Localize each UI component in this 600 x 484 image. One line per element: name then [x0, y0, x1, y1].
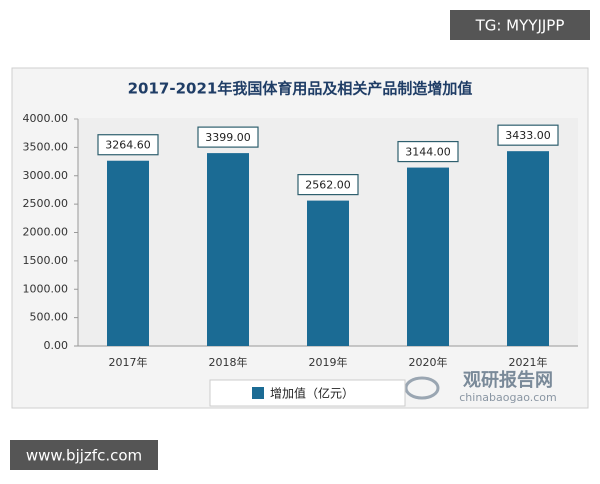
value-label: 3433.00	[505, 129, 551, 142]
watermark: 观研报告网	[463, 369, 553, 391]
y-tick-label: 4000.00	[23, 112, 69, 125]
watermark-logo	[404, 376, 440, 400]
y-tick-label: 2000.00	[23, 226, 69, 239]
y-tick-label: 500.00	[30, 311, 69, 324]
watermark: TG: MYYJJPP	[475, 17, 565, 35]
x-tick-label: 2019年	[309, 355, 348, 369]
watermark-box	[10, 440, 158, 470]
value-label-box	[97, 134, 159, 156]
legend-label: 增加值（亿元）	[270, 386, 354, 401]
y-tick-label: 3500.00	[23, 140, 69, 153]
y-tick-label: 3000.00	[23, 169, 69, 182]
y-tick-label: 1000.00	[23, 282, 69, 295]
y-tick-label: 1500.00	[23, 254, 69, 267]
value-label: 2562.00	[305, 179, 351, 192]
value-label: 3264.60	[105, 139, 151, 152]
x-tick-label: 2020年	[409, 355, 448, 369]
value-label: 3399.00	[205, 131, 251, 144]
chart-title: 2017-2021年我国体育用品及相关产品制造增加值	[128, 80, 473, 98]
bar	[507, 151, 549, 346]
x-tick-label: 2017年	[109, 355, 148, 369]
value-label-box	[197, 126, 259, 148]
watermark-box	[450, 10, 590, 40]
watermark: chinabaogao.com	[459, 391, 557, 404]
y-tick-label: 2500.00	[23, 197, 69, 210]
x-tick-label: 2021年	[509, 355, 548, 369]
y-tick-label: 0.00	[44, 339, 69, 352]
bar	[207, 153, 249, 346]
bar	[307, 200, 349, 346]
value-label-box	[297, 174, 359, 196]
value-label: 3144.00	[405, 146, 451, 159]
legend-box	[209, 379, 406, 407]
value-label-box	[497, 124, 559, 146]
bar	[107, 160, 149, 346]
value-label-box	[397, 140, 459, 163]
bar	[407, 167, 449, 346]
x-tick-label: 2018年	[209, 355, 248, 369]
watermark: www.bjjzfc.com	[26, 447, 142, 465]
legend-swatch	[252, 387, 264, 399]
